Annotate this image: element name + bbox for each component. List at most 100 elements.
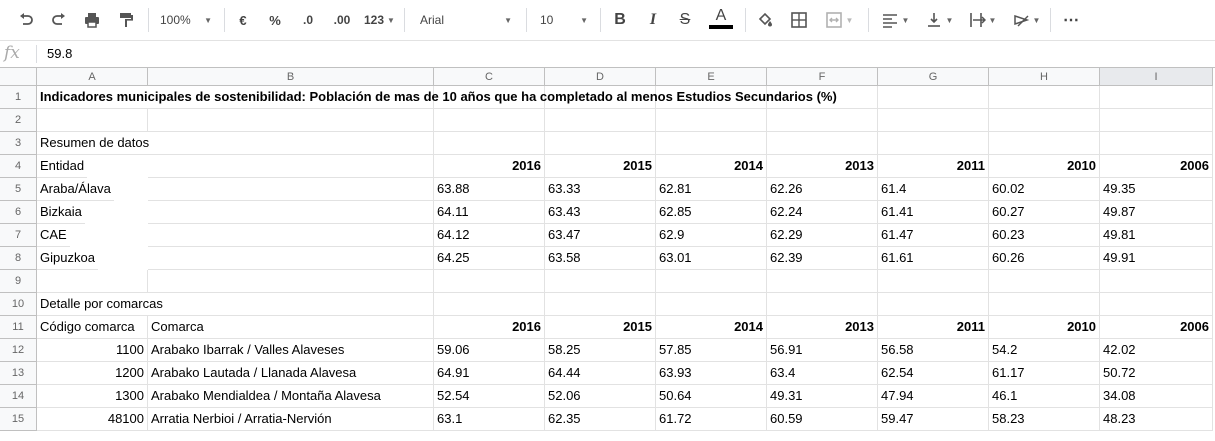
cell-i3[interactable] bbox=[1100, 132, 1213, 155]
cell-e9[interactable] bbox=[656, 270, 767, 293]
cell-h6[interactable]: 60.27 bbox=[989, 201, 1100, 224]
cell-h13[interactable]: 61.17 bbox=[989, 362, 1100, 385]
font-size-select[interactable]: 10 ▼ bbox=[536, 7, 592, 33]
text-rotation-icon[interactable]: ▼ bbox=[1008, 7, 1044, 33]
strikethrough-button[interactable]: S bbox=[679, 11, 691, 28]
row-header-9[interactable]: 9 bbox=[0, 270, 37, 293]
cell-i15[interactable]: 48.23 bbox=[1100, 408, 1213, 431]
cell-b9[interactable] bbox=[148, 270, 434, 293]
cell-f6[interactable]: 62.24 bbox=[767, 201, 878, 224]
cell-a3[interactable]: Resumen de datos bbox=[37, 132, 153, 155]
cell-h3[interactable] bbox=[989, 132, 1100, 155]
zoom-select[interactable]: 100% ▼ bbox=[156, 7, 216, 33]
cell-g10[interactable] bbox=[878, 293, 989, 316]
cell-h10[interactable] bbox=[989, 293, 1100, 316]
column-header-d[interactable]: D bbox=[545, 68, 656, 86]
cell-e15[interactable]: 61.72 bbox=[656, 408, 767, 431]
column-header-a[interactable]: A bbox=[37, 68, 148, 86]
row-header-4[interactable]: 4 bbox=[0, 155, 37, 178]
cell-f15[interactable]: 60.59 bbox=[767, 408, 878, 431]
cell-b3[interactable] bbox=[148, 132, 434, 155]
cell-b14[interactable]: Arabako Mendialdea / Montaña Alavesa bbox=[148, 385, 434, 408]
redo-icon[interactable] bbox=[45, 7, 73, 33]
cell-c7[interactable]: 64.12 bbox=[434, 224, 545, 247]
cell-h14[interactable]: 46.1 bbox=[989, 385, 1100, 408]
increase-decimal-button[interactable]: .00 bbox=[333, 13, 351, 27]
cell-i14[interactable]: 34.08 bbox=[1100, 385, 1213, 408]
cell-f12[interactable]: 56.91 bbox=[767, 339, 878, 362]
cell-i13[interactable]: 50.72 bbox=[1100, 362, 1213, 385]
cell-e11[interactable]: 2014 bbox=[656, 316, 767, 339]
cell-g15[interactable]: 59.47 bbox=[878, 408, 989, 431]
cell-d5[interactable]: 63.33 bbox=[545, 178, 656, 201]
cell-a6[interactable]: Bizkaia bbox=[37, 201, 85, 224]
cell-f2[interactable] bbox=[767, 109, 878, 132]
cell-e14[interactable]: 50.64 bbox=[656, 385, 767, 408]
cell-i12[interactable]: 42.02 bbox=[1100, 339, 1213, 362]
italic-button[interactable]: I bbox=[649, 11, 657, 28]
cell-a4[interactable]: Entidad bbox=[37, 155, 88, 178]
cell-c4[interactable]: 2016 bbox=[434, 155, 545, 178]
cell-b4[interactable] bbox=[148, 155, 434, 178]
cell-e2[interactable] bbox=[656, 109, 767, 132]
row-header-6[interactable]: 6 bbox=[0, 201, 37, 224]
cell-c9[interactable] bbox=[434, 270, 545, 293]
select-all-corner[interactable] bbox=[0, 68, 37, 86]
currency-format-button[interactable]: € bbox=[239, 12, 247, 28]
cell-f7[interactable]: 62.29 bbox=[767, 224, 878, 247]
more-options-icon[interactable]: ⋯ bbox=[1063, 12, 1079, 29]
cell-g12[interactable]: 56.58 bbox=[878, 339, 989, 362]
row-header-10[interactable]: 10 bbox=[0, 293, 37, 316]
cell-a7[interactable]: CAE bbox=[37, 224, 70, 247]
cell-b11[interactable]: Comarca bbox=[148, 316, 434, 339]
cell-e6[interactable]: 62.85 bbox=[656, 201, 767, 224]
column-header-h[interactable]: H bbox=[989, 68, 1100, 86]
cell-i10[interactable] bbox=[1100, 293, 1213, 316]
row-header-14[interactable]: 14 bbox=[0, 385, 37, 408]
cell-h1[interactable] bbox=[989, 86, 1100, 109]
cell-g3[interactable] bbox=[878, 132, 989, 155]
cell-d13[interactable]: 64.44 bbox=[545, 362, 656, 385]
cell-a9[interactable] bbox=[37, 270, 148, 293]
cell-h12[interactable]: 54.2 bbox=[989, 339, 1100, 362]
cell-e13[interactable]: 63.93 bbox=[656, 362, 767, 385]
cell-a10[interactable]: Detalle por comarcas bbox=[37, 293, 166, 316]
cell-g8[interactable]: 61.61 bbox=[878, 247, 989, 270]
cell-a15[interactable]: 48100 bbox=[37, 408, 148, 431]
cell-d8[interactable]: 63.58 bbox=[545, 247, 656, 270]
column-header-c[interactable]: C bbox=[434, 68, 545, 86]
cell-g1[interactable] bbox=[878, 86, 989, 109]
cell-d9[interactable] bbox=[545, 270, 656, 293]
cell-b6[interactable] bbox=[148, 201, 434, 224]
cell-e8[interactable]: 63.01 bbox=[656, 247, 767, 270]
undo-icon[interactable] bbox=[12, 7, 40, 33]
cell-i4[interactable]: 2006 bbox=[1100, 155, 1213, 178]
cell-a1[interactable]: Indicadores municipales de sostenibilida… bbox=[37, 86, 840, 109]
cell-i6[interactable]: 49.87 bbox=[1100, 201, 1213, 224]
vertical-align-icon[interactable]: ▼ bbox=[922, 7, 956, 33]
row-header-11[interactable]: 11 bbox=[0, 316, 37, 339]
bold-button[interactable]: B bbox=[614, 11, 626, 28]
cell-a12[interactable]: 1100 bbox=[37, 339, 148, 362]
more-formats-select[interactable]: 123 ▼ bbox=[360, 7, 396, 33]
cell-g7[interactable]: 61.47 bbox=[878, 224, 989, 247]
cell-h4[interactable]: 2010 bbox=[989, 155, 1100, 178]
cell-e4[interactable]: 2014 bbox=[656, 155, 767, 178]
column-header-g[interactable]: G bbox=[878, 68, 989, 86]
cell-d2[interactable] bbox=[545, 109, 656, 132]
cell-d10[interactable] bbox=[545, 293, 656, 316]
merge-cells-icon[interactable]: ▼ bbox=[820, 7, 858, 33]
row-header-13[interactable]: 13 bbox=[0, 362, 37, 385]
cell-i7[interactable]: 49.81 bbox=[1100, 224, 1213, 247]
cell-f10[interactable] bbox=[767, 293, 878, 316]
cell-c3[interactable] bbox=[434, 132, 545, 155]
cell-d14[interactable]: 52.06 bbox=[545, 385, 656, 408]
horizontal-align-icon[interactable]: ▼ bbox=[878, 7, 912, 33]
cell-c12[interactable]: 59.06 bbox=[434, 339, 545, 362]
row-header-1[interactable]: 1 bbox=[0, 86, 37, 109]
cell-c14[interactable]: 52.54 bbox=[434, 385, 545, 408]
cell-i9[interactable] bbox=[1100, 270, 1213, 293]
cell-h11[interactable]: 2010 bbox=[989, 316, 1100, 339]
cell-e7[interactable]: 62.9 bbox=[656, 224, 767, 247]
cell-d15[interactable]: 62.35 bbox=[545, 408, 656, 431]
